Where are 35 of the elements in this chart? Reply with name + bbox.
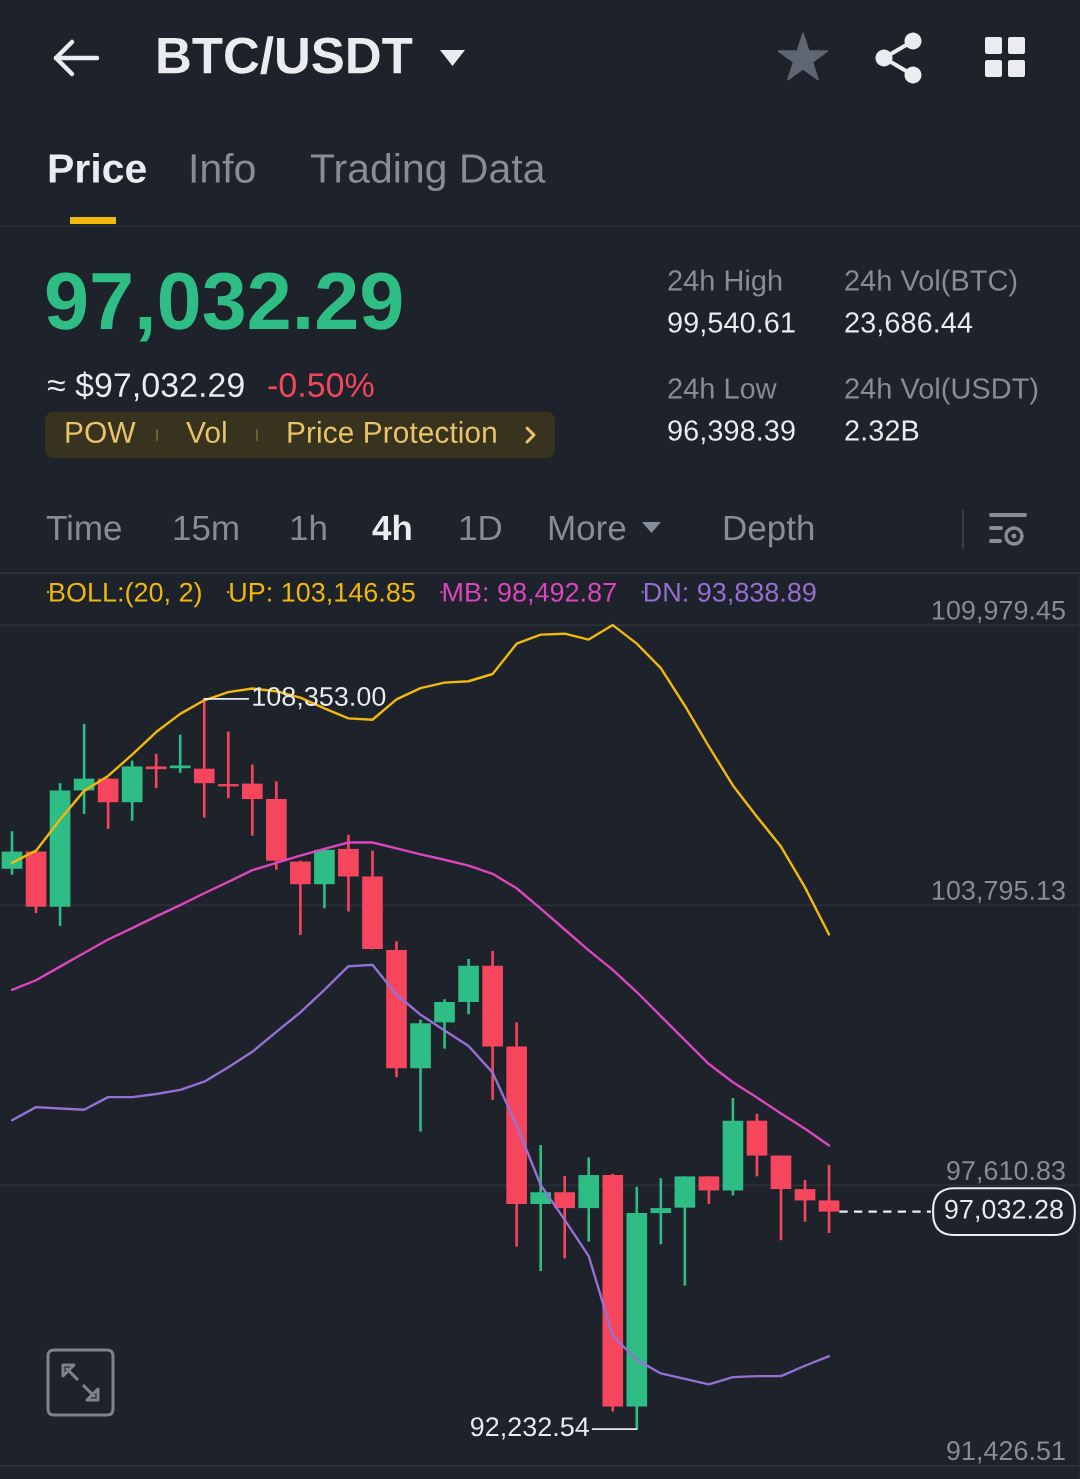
- text: 24h Vol(USDT): [845, 377, 1038, 405]
- text: 97,032.29: [46, 272, 402, 342]
- text: 15m: [174, 515, 238, 541]
- text: 24h High: [668, 269, 782, 297]
- text: Trading Data: [310, 152, 546, 192]
- text: POW: [66, 421, 136, 444]
- text: 1D: [460, 515, 502, 541]
- text: BTC/USDT: [158, 36, 413, 75]
- text: 24h Low: [668, 377, 777, 399]
- text: Info: [191, 152, 255, 184]
- text: Depth: [724, 514, 814, 548]
- text: Price Protection: [288, 421, 496, 444]
- text: 96,398.39: [668, 420, 795, 445]
- text: Vol: [186, 421, 226, 444]
- legend-label: DN: 93,838.89: [644, 582, 816, 606]
- y-tick-label: 103,795.13: [932, 880, 1065, 904]
- annotation: 92,232.54: [470, 1417, 590, 1440]
- text: 1h: [291, 514, 326, 541]
- text: ≈ $97,032.29: [47, 371, 244, 402]
- text: 4h: [372, 514, 411, 541]
- y-tick-label: 91,426.51: [947, 1441, 1065, 1464]
- text: 99,540.61: [668, 312, 795, 337]
- text: 23,686.44: [845, 312, 973, 337]
- legend-title: BOLL:(20, 2): [50, 582, 201, 608]
- text: -0.50%: [268, 373, 374, 398]
- text: More: [549, 515, 626, 541]
- text: 24h Vol(BTC): [845, 269, 1017, 297]
- ref-line-label: 97,032.28: [945, 1199, 1063, 1223]
- y-tick-label: 109,979.45: [932, 600, 1065, 623]
- text: Price: [49, 152, 146, 184]
- text: Time: [46, 514, 121, 541]
- text: 2.32B: [845, 420, 919, 441]
- legend-label: MB: 98,492.87: [443, 582, 616, 606]
- y-tick-label: 97,610.83: [947, 1160, 1065, 1184]
- legend-label: UP: 103,146.85: [230, 582, 415, 606]
